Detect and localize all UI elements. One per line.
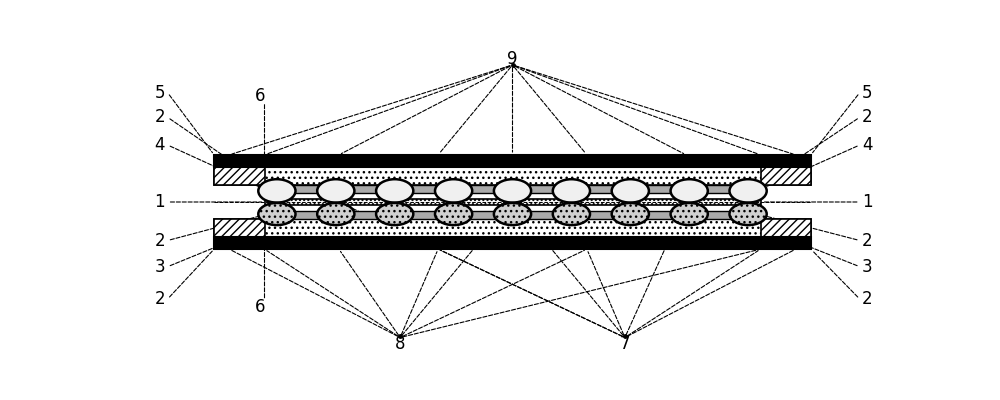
Bar xyxy=(761,219,811,238)
Ellipse shape xyxy=(671,203,708,225)
Text: 6: 6 xyxy=(255,298,266,316)
Bar xyxy=(264,199,761,205)
Bar xyxy=(214,238,811,249)
Text: 7: 7 xyxy=(620,335,630,353)
Ellipse shape xyxy=(553,203,590,225)
Text: 2: 2 xyxy=(862,290,873,308)
Ellipse shape xyxy=(671,179,708,203)
Text: 2: 2 xyxy=(155,108,165,126)
Text: 9: 9 xyxy=(507,50,518,68)
Ellipse shape xyxy=(258,203,296,225)
Text: 4: 4 xyxy=(155,136,165,154)
Bar xyxy=(761,166,811,185)
Ellipse shape xyxy=(376,179,413,203)
Text: 5: 5 xyxy=(155,84,165,102)
Bar xyxy=(264,185,761,193)
Text: 6: 6 xyxy=(255,87,266,105)
Text: 1: 1 xyxy=(155,193,165,211)
Bar xyxy=(214,155,811,166)
Ellipse shape xyxy=(730,179,767,203)
Ellipse shape xyxy=(494,203,531,225)
Text: 1: 1 xyxy=(862,193,873,211)
Ellipse shape xyxy=(317,179,354,203)
Bar xyxy=(214,219,811,238)
Ellipse shape xyxy=(317,203,354,225)
Ellipse shape xyxy=(435,203,472,225)
Bar xyxy=(214,219,264,238)
Text: 3: 3 xyxy=(155,258,165,276)
Text: 3: 3 xyxy=(862,258,873,276)
Text: 4: 4 xyxy=(862,136,873,154)
Bar xyxy=(214,166,811,185)
Text: 2: 2 xyxy=(155,290,165,308)
Ellipse shape xyxy=(612,203,649,225)
Ellipse shape xyxy=(494,179,531,203)
Ellipse shape xyxy=(553,179,590,203)
Ellipse shape xyxy=(612,179,649,203)
Text: 8: 8 xyxy=(395,335,405,353)
Text: 2: 2 xyxy=(862,108,873,126)
Bar xyxy=(214,166,264,185)
Bar xyxy=(264,211,761,219)
Text: 2: 2 xyxy=(862,232,873,250)
Ellipse shape xyxy=(730,203,767,225)
Text: 2: 2 xyxy=(155,232,165,250)
Text: 5: 5 xyxy=(862,84,873,102)
Ellipse shape xyxy=(258,179,296,203)
Ellipse shape xyxy=(435,179,472,203)
Ellipse shape xyxy=(376,203,413,225)
